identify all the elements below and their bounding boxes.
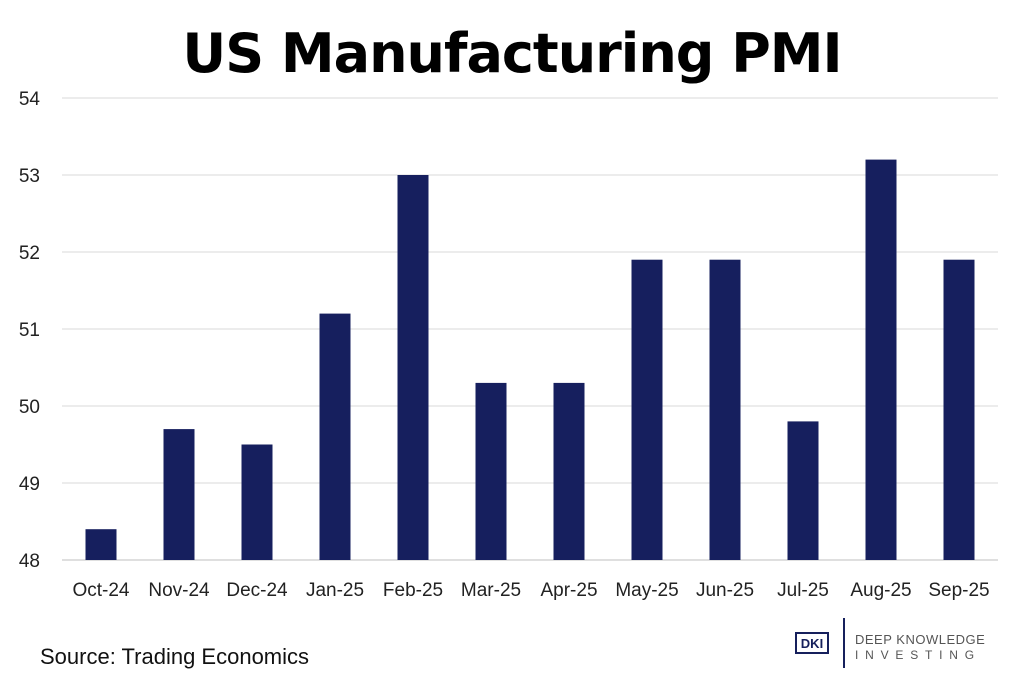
x-tick-label: Apr-25 (540, 580, 597, 601)
bar-Mar-25 (475, 382, 507, 560)
logo-line-2: INVESTING (855, 648, 981, 662)
bar-Sep-25 (943, 259, 975, 560)
bar-Oct-24 (85, 529, 117, 560)
y-tick-label: 50 (19, 397, 40, 418)
logo-line-1: DEEP KNOWLEDGE (855, 632, 986, 647)
bar-Dec-24 (241, 444, 273, 560)
y-tick-label: 54 (19, 89, 41, 110)
bars (85, 159, 975, 560)
bar-Jun-25 (709, 259, 741, 560)
y-tick-label: 51 (19, 320, 40, 341)
grid-lines (62, 97, 998, 561)
x-axis-tick-labels: Oct-24 Nov-24 Dec-24 Jan-25 Feb-25 Mar-25 Apr-… (72, 580, 989, 601)
bar-Jul-25 (787, 421, 819, 560)
y-tick-label: 52 (19, 243, 40, 264)
x-tick-label: Jul-25 (777, 580, 829, 601)
y-tick-label: 53 (19, 166, 40, 187)
x-tick-label: Aug-25 (850, 580, 911, 601)
bar-Jan-25 (319, 313, 351, 560)
x-tick-label: Jan-25 (306, 580, 364, 601)
x-tick-label: Feb-25 (383, 580, 443, 601)
x-tick-label: Jun-25 (696, 580, 754, 601)
source-note: Source: Trading Economics (40, 644, 310, 669)
dki-logo: DKI DEEP KNOWLEDGE INVESTING (795, 618, 1005, 668)
y-axis-tick-labels: 48 49 50 51 52 53 54 (19, 89, 41, 572)
x-tick-label: Mar-25 (461, 580, 521, 601)
logo-divider (843, 618, 845, 668)
bar-Nov-24 (163, 429, 195, 560)
y-tick-label: 49 (19, 474, 40, 495)
x-tick-label: May-25 (615, 580, 678, 601)
x-tick-label: Sep-25 (928, 580, 989, 601)
bar-Feb-25 (397, 175, 429, 560)
chart-title: US Manufacturing PMI (182, 22, 842, 85)
bar-Aug-25 (865, 159, 897, 560)
x-tick-label: Oct-24 (72, 580, 129, 601)
x-tick-label: Dec-24 (226, 580, 288, 601)
bar-May-25 (631, 259, 663, 560)
logo-mark: DKI (795, 632, 829, 654)
bar-Apr-25 (553, 382, 585, 560)
x-tick-label: Nov-24 (148, 580, 210, 601)
bar-chart: 48 49 50 51 52 53 54 Oct-24 Nov-24 Dec-24 Jan-25 F… (19, 89, 998, 601)
y-tick-label: 48 (19, 551, 40, 572)
